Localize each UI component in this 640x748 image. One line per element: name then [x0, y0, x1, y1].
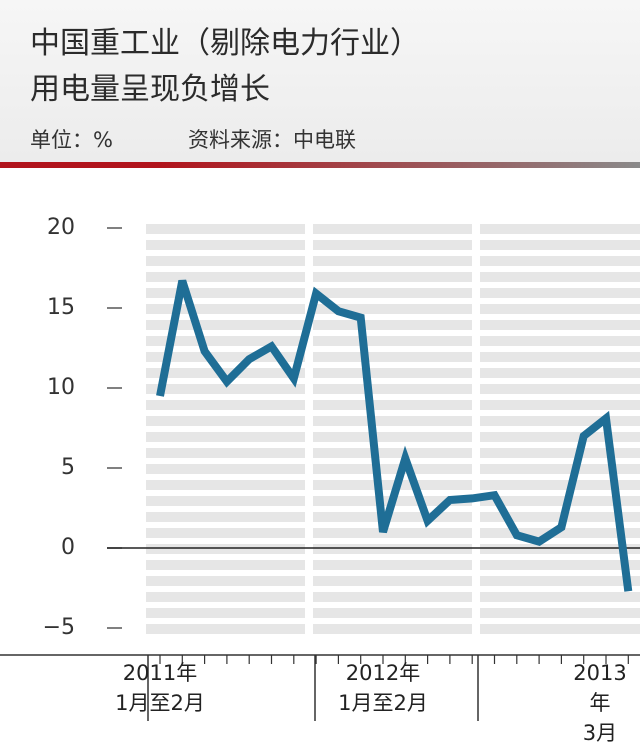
stripe: [313, 576, 472, 586]
stripe: [313, 432, 472, 442]
stripe: [480, 480, 640, 490]
stripe: [480, 256, 640, 266]
x-tick-label: 2012年 1月至2月: [338, 661, 428, 715]
stripe: [146, 448, 305, 458]
stripe: [313, 544, 472, 554]
stripe: [313, 336, 472, 346]
stripe: [146, 320, 305, 330]
unit: 单位：%: [30, 128, 113, 152]
stripe: [313, 352, 472, 362]
stripe: [480, 384, 640, 394]
x-tick-label: 2013年 3月: [573, 661, 627, 745]
stripe: [146, 528, 305, 538]
stripe: [313, 256, 472, 266]
x-tick-label: 2011年 1月至2月: [115, 661, 205, 715]
stripe: [146, 544, 305, 554]
stripe: [480, 544, 640, 554]
stripe: [480, 432, 640, 442]
stripe: [313, 512, 472, 522]
stripe: [146, 432, 305, 442]
stripe: [146, 480, 305, 490]
stripe: [313, 464, 472, 474]
y-tick-label: 10: [47, 375, 75, 400]
data-line: [156, 279, 633, 592]
stripe: [480, 352, 640, 362]
chart-title: 中国重工业（剔除电力行业）: [30, 26, 420, 61]
stripe: [313, 384, 472, 394]
stripe: [480, 448, 640, 458]
stripe: [313, 400, 472, 410]
stripe: [313, 272, 472, 282]
stripe: [146, 304, 305, 314]
stripe: [313, 480, 472, 490]
stripe: [480, 560, 640, 570]
stripe: [313, 240, 472, 250]
stripe: [480, 224, 640, 234]
stripe: [480, 336, 640, 346]
stripe: [146, 400, 305, 410]
y-tick-label: 20: [47, 215, 75, 240]
stripe: [146, 560, 305, 570]
stripe: [480, 416, 640, 426]
stripe: [146, 288, 305, 298]
stripe: [480, 240, 640, 250]
stripe: [146, 352, 305, 362]
stripe: [146, 256, 305, 266]
stripe: [480, 368, 640, 378]
y-tick-label: 15: [47, 295, 75, 320]
stripe: [480, 400, 640, 410]
stripe: [313, 288, 472, 298]
stripe: [480, 496, 640, 506]
stripe: [146, 496, 305, 506]
stripe: [313, 448, 472, 458]
stripe: [313, 416, 472, 426]
stripe: [146, 336, 305, 346]
stripe: [313, 528, 472, 538]
stripe: [146, 224, 305, 234]
stripe: [146, 624, 305, 634]
stripe: [313, 304, 472, 314]
source: 资料来源：中电联: [188, 128, 356, 152]
y-tick-label: 0: [61, 535, 75, 560]
stripe: [480, 624, 640, 634]
stripe: [313, 368, 472, 378]
stripe: [146, 608, 305, 618]
stripe: [480, 528, 640, 538]
chart-title: 用电量呈现负增长: [30, 72, 270, 107]
stripe: [313, 592, 472, 602]
chart: −5 0 5 10 15 20: [0, 215, 640, 721]
y-tick-label: −5: [43, 615, 75, 640]
stripe: [313, 608, 472, 618]
stripe: [313, 624, 472, 634]
stripe: [146, 384, 305, 394]
stripe: [480, 320, 640, 330]
stripe: [313, 560, 472, 570]
stripe: [480, 288, 640, 298]
stripe: [146, 272, 305, 282]
stripe: [146, 240, 305, 250]
header-rule: [0, 162, 640, 168]
y-tick-label: 5: [61, 455, 75, 480]
stripe: [313, 320, 472, 330]
stripe: [313, 224, 472, 234]
stripe: [480, 592, 640, 602]
stripe: [146, 576, 305, 586]
stripe: [480, 272, 640, 282]
stripe: [146, 512, 305, 522]
stripe: [480, 464, 640, 474]
stripe: [146, 416, 305, 426]
stripe: [480, 576, 640, 586]
stripe: [480, 608, 640, 618]
stripe: [146, 464, 305, 474]
stripe: [146, 592, 305, 602]
header: 中国重工业（剔除电力行业） 用电量呈现负增长 单位：% 资料来源：中电联: [0, 0, 640, 162]
stripe: [480, 304, 640, 314]
